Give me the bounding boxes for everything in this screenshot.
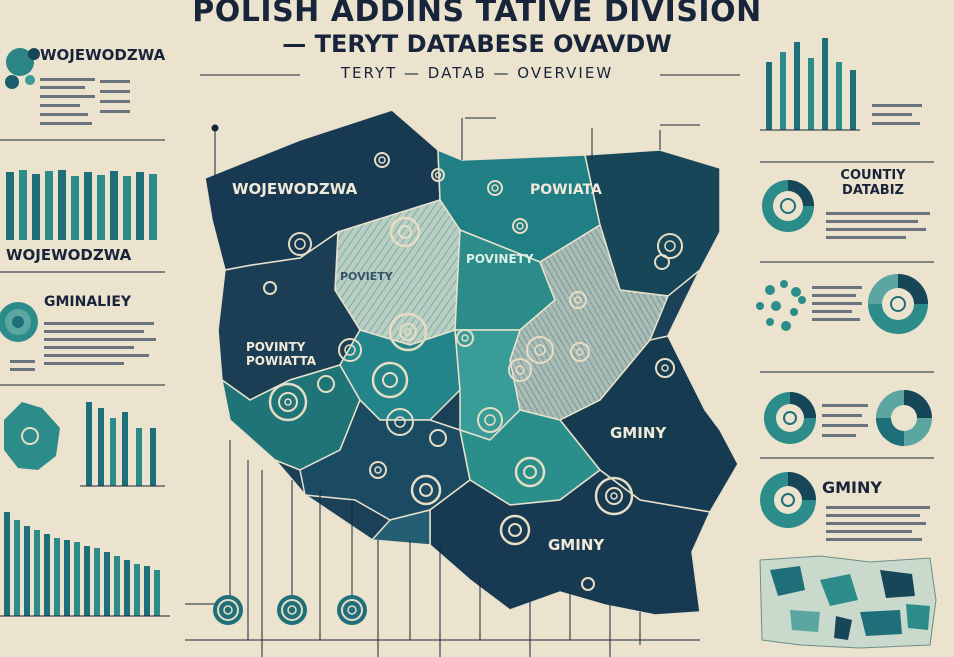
map-label-wojewodzwa: WOJEWODZWA [232, 180, 358, 198]
bottom-callouts [185, 440, 700, 657]
map-label-powiata-center2: POVIETY [340, 270, 393, 283]
map-label-gminy-bottom: GMINY [548, 536, 605, 554]
main-title: POLISH ADDINS TATIVE DIVISION [192, 0, 762, 29]
subtitle: — TERYT DATABESE OVAVDW [282, 30, 672, 58]
bottom-target-circles [213, 595, 367, 625]
top-callouts [211, 117, 700, 178]
map-label-gminy-right: GMINY [610, 424, 667, 442]
right-heading-gminy: GMINY [822, 478, 882, 497]
map-label-povinety: POVINETY [466, 252, 534, 266]
map-markers [263, 152, 683, 591]
map-label-povinty-powiatta: POVINTY POWIATTA [246, 340, 317, 368]
left-heading-wojewodzwa-top: WOJEWODZWA [40, 46, 166, 64]
left-heading-gminaliey: GMINALIEY [44, 294, 132, 310]
right-panel [756, 38, 937, 649]
map-label-powiata: POWIATA [530, 182, 602, 198]
right-heading-county: COUNTIY DATABIZ [840, 168, 906, 198]
left-panel [0, 48, 170, 617]
poland-map [203, 108, 740, 617]
left-heading-wojewodzwa-chart: WOJEWODZWA [6, 246, 132, 264]
subtitle-small: TERYT — DATAB — OVERVIEW [340, 64, 614, 82]
